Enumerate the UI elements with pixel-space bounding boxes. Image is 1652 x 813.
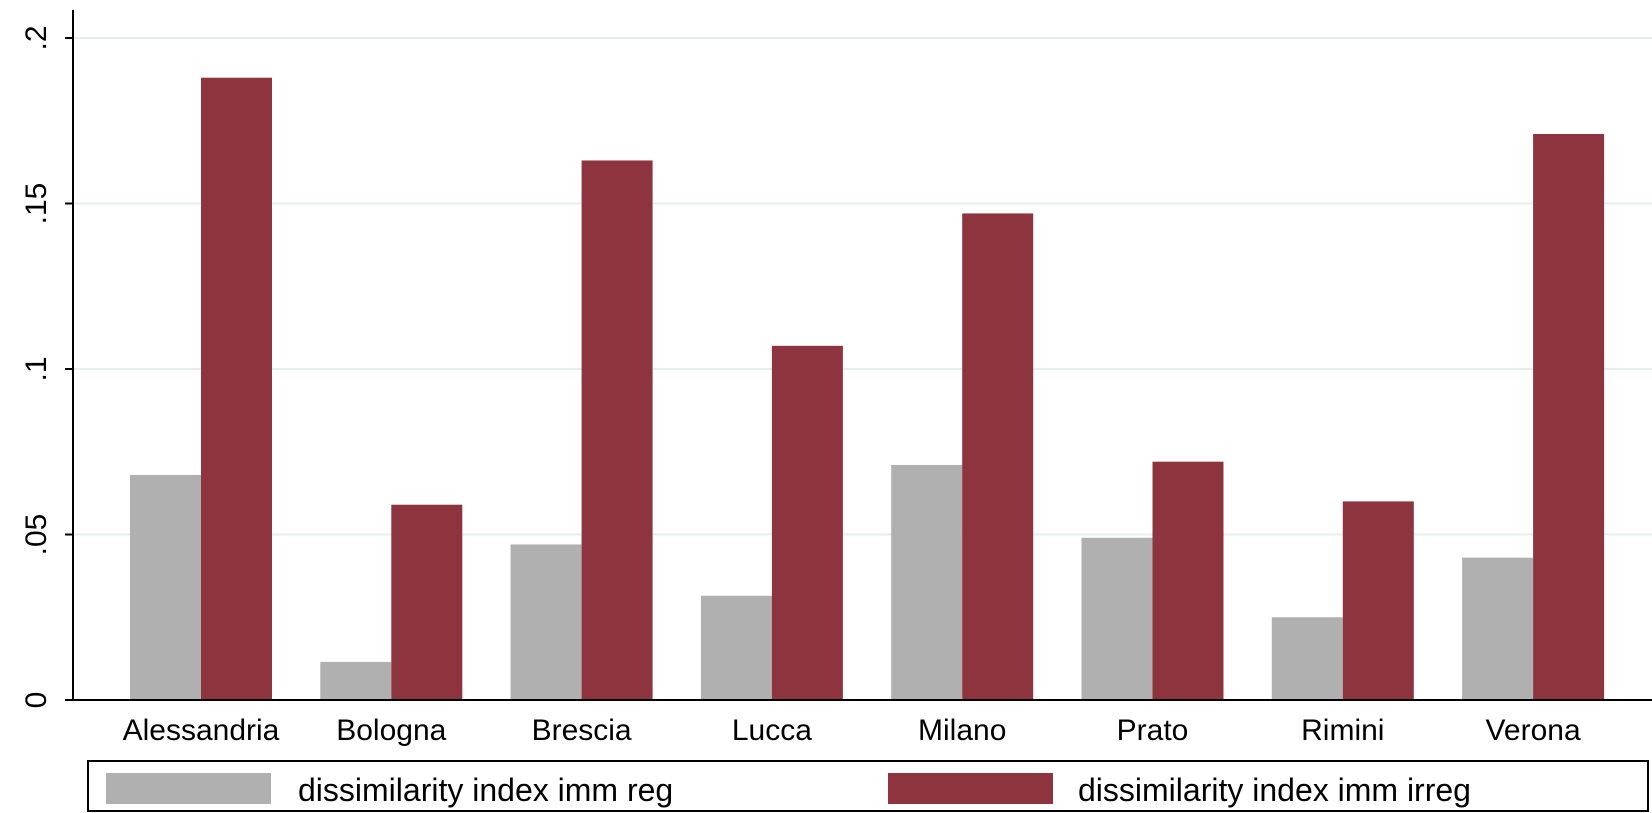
- legend-label-irreg: dissimilarity index imm irreg: [1078, 772, 1471, 808]
- y-tick-label: .15: [20, 183, 53, 225]
- bar-irreg-rimini: [1342, 501, 1414, 700]
- bar-irreg-milano: [962, 213, 1034, 700]
- x-tick-label: Prato: [1117, 714, 1189, 747]
- x-tick-labels: Alessandria Bologna Brescia Lucca Milano Prat…: [123, 714, 1581, 747]
- bar-reg-bologna: [320, 661, 392, 700]
- x-tick-label: Verona: [1486, 714, 1581, 747]
- x-tick-label: Lucca: [732, 714, 812, 747]
- gridlines: [73, 37, 1652, 536]
- y-ticks: 0 .05 .1 .15 .2: [20, 25, 73, 708]
- x-tick-label: Milano: [918, 714, 1006, 747]
- y-tick-label: .05: [20, 514, 53, 556]
- bar-reg-lucca: [700, 595, 772, 700]
- legend: dissimilarity index imm reg dissimilarit…: [87, 760, 1649, 812]
- bar-reg-milano: [891, 464, 963, 700]
- bar-irreg-verona: [1533, 133, 1605, 701]
- bar-reg-brescia: [510, 544, 582, 700]
- bar-irreg-bologna: [391, 504, 463, 700]
- x-tick-label: Rimini: [1301, 714, 1384, 747]
- legend-swatch-reg: [106, 773, 271, 804]
- x-tick-label: Alessandria: [123, 714, 280, 747]
- y-tick-label: .1: [20, 356, 53, 381]
- x-tick-label: Brescia: [532, 714, 632, 747]
- legend-label-reg: dissimilarity index imm reg: [298, 772, 673, 808]
- bar-reg-alessandria: [130, 474, 201, 700]
- bar-irreg-lucca: [771, 345, 843, 700]
- bar-irreg-prato: [1152, 461, 1224, 700]
- bar-reg-verona: [1462, 557, 1534, 700]
- legend-swatch-irreg: [888, 773, 1053, 804]
- y-tick-label: .2: [20, 25, 53, 50]
- bar-irreg-brescia: [581, 160, 653, 701]
- y-tick-label: 0: [20, 692, 53, 709]
- bars: [130, 77, 1605, 701]
- x-tick-label: Bologna: [336, 714, 446, 747]
- bar-reg-rimini: [1271, 617, 1343, 700]
- bar-reg-prato: [1081, 537, 1153, 700]
- legend-box: [87, 760, 1649, 812]
- bar-irreg-alessandria: [201, 77, 272, 701]
